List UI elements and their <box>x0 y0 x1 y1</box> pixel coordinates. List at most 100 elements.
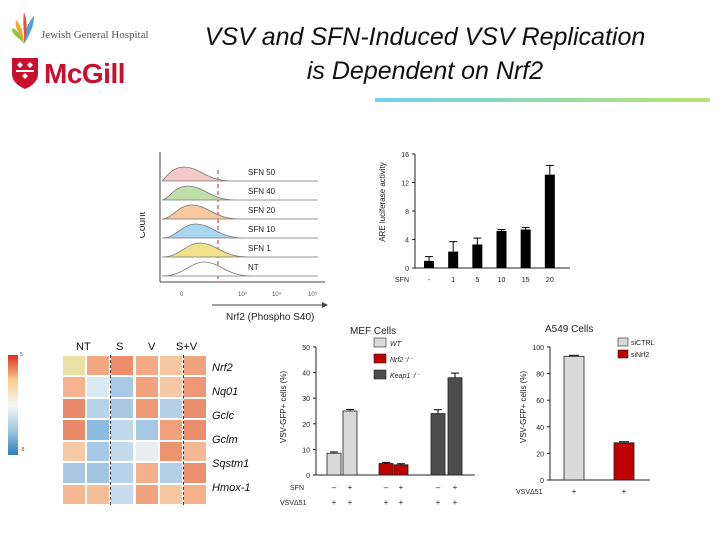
are-bar <box>496 230 507 268</box>
flow-histogram-curve <box>161 242 318 258</box>
heatmap-cell <box>182 419 207 441</box>
are-y-tick: 0 <box>405 266 409 273</box>
a549-y-tick: 100 <box>532 345 544 352</box>
mef-y-tick: 30 <box>302 396 310 403</box>
flow-x-tick: 10⁵ <box>308 291 318 298</box>
mef-vsv-value: + <box>399 498 404 507</box>
a549-y-tick: 40 <box>536 425 544 432</box>
heatmap-column-label: NT <box>76 341 91 353</box>
mef-legend-label: WT <box>390 341 402 348</box>
flow-x-label: Nrf2 (Phospho S40) <box>226 312 314 323</box>
mef-bar <box>447 377 463 476</box>
mef-cells-chart: MEF Cells VSV-GFP+ cells (%) 0 10 20 30 40 50… <box>279 326 475 507</box>
heatmap-cell <box>182 376 207 398</box>
mef-sfn-value: – <box>384 483 389 492</box>
heatmap-cell <box>134 397 159 420</box>
a549-y-tick: 80 <box>536 372 544 379</box>
slide-title: VSV and SFN-Induced VSV Replication is D… <box>150 20 700 88</box>
heatmap-column-label: S+V <box>176 341 198 353</box>
a549-legend-swatch <box>617 349 629 359</box>
flow-row-label: SFN 10 <box>248 225 276 234</box>
mef-y-tick: 40 <box>302 371 310 378</box>
heatmap-cell <box>158 462 183 484</box>
flow-row-label: SFN 50 <box>248 168 276 177</box>
mef-vsv-value: + <box>384 498 389 507</box>
are-bar <box>520 229 531 268</box>
heatmap-gene-label: Hmox-1 <box>212 482 251 494</box>
flow-x-tick: 10⁴ <box>272 291 282 298</box>
heatmap-cell <box>134 355 159 377</box>
heatmap-cell <box>86 483 111 505</box>
heatmap-cell <box>62 440 87 463</box>
heatmap-cell <box>158 440 183 463</box>
mef-vsv-value: + <box>332 498 337 507</box>
heatmap-cell <box>110 355 135 377</box>
heatmap-cell <box>134 440 159 463</box>
heatmap-gene-label: Nq01 <box>212 386 239 398</box>
a549-bar <box>613 442 635 481</box>
mef-legend-label: Nrf2⁻/⁻ <box>390 357 414 364</box>
slide-title-line-1: VSV and SFN-Induced VSV Replication <box>204 23 646 51</box>
heatmap-column-label: V <box>148 341 156 353</box>
mef-bar <box>342 410 358 476</box>
flow-histogram-curve <box>161 223 318 239</box>
heatmap-cell <box>86 462 111 484</box>
flow-histogram-curve <box>161 261 318 277</box>
heatmap-gene-label: Nrf2 <box>212 362 233 374</box>
heatmap-cell <box>110 483 135 505</box>
mcgill-logo-text: McGill <box>44 58 126 89</box>
heatmap-cell <box>182 397 207 420</box>
jgh-leaf-icon <box>12 12 34 44</box>
heatmap-cell <box>110 397 135 420</box>
heatmap-column-label: S <box>116 341 124 353</box>
are-y-tick: 8 <box>405 209 409 216</box>
heatmap-cell <box>182 462 207 484</box>
are-x-label: SFN <box>395 277 409 284</box>
flow-row-label: NT <box>248 263 259 272</box>
heatmap-cell <box>182 355 207 377</box>
arrow-right-icon <box>322 302 328 308</box>
heatmap-cell <box>62 483 87 505</box>
heatmap-gene-label: Sqstm1 <box>212 458 250 470</box>
mef-bar <box>326 452 342 476</box>
are-y-tick: 16 <box>401 152 409 159</box>
are-x-tick: 20 <box>546 277 554 284</box>
a549-y-tick: 60 <box>536 398 544 405</box>
mef-vsv-value: + <box>453 498 458 507</box>
heatmap-scale-tick: -5 <box>20 447 25 453</box>
a549-row-label: VSVΔ51 <box>516 489 543 496</box>
a549-y-tick: 20 <box>536 451 544 458</box>
heatmap-cell <box>86 376 111 398</box>
are-x-tick: 15 <box>522 277 530 284</box>
are-y-tick: 4 <box>405 238 409 245</box>
heatmap-grid <box>62 355 207 505</box>
mef-legend-swatch <box>373 353 387 364</box>
flow-x-tick: 10³ <box>238 292 247 298</box>
mef-y-tick: 0 <box>306 473 310 480</box>
jgh-logo: Jewish General Hospital <box>8 8 149 48</box>
title-divider <box>375 98 710 102</box>
heatmap-cell <box>134 419 159 441</box>
mef-bar <box>430 413 446 476</box>
mef-bar <box>378 463 394 476</box>
heatmap-cell <box>158 397 183 420</box>
heatmap-gene-label: Gclc <box>212 410 234 422</box>
heatmap-color-scale <box>8 355 18 455</box>
flow-histogram-curve <box>161 185 318 201</box>
mef-sfn-value: – <box>436 483 441 492</box>
are-x-tick: 10 <box>498 277 506 284</box>
a549-legend-swatch <box>617 337 629 347</box>
flow-histogram-curve <box>161 166 318 182</box>
heatmap-divider <box>110 355 112 505</box>
heatmap-cell <box>110 376 135 398</box>
heatmap-cell <box>182 440 207 463</box>
flow-x-tick: 0 <box>180 292 184 298</box>
heatmap-cell <box>62 397 87 420</box>
heatmap-cell <box>110 462 135 484</box>
mef-legend-swatch <box>373 369 387 380</box>
a549-bar <box>563 355 585 481</box>
heatmap-cell <box>86 440 111 463</box>
heatmap-cell <box>62 355 87 377</box>
heatmap-cell <box>134 376 159 398</box>
mef-vsv-value: + <box>348 498 353 507</box>
